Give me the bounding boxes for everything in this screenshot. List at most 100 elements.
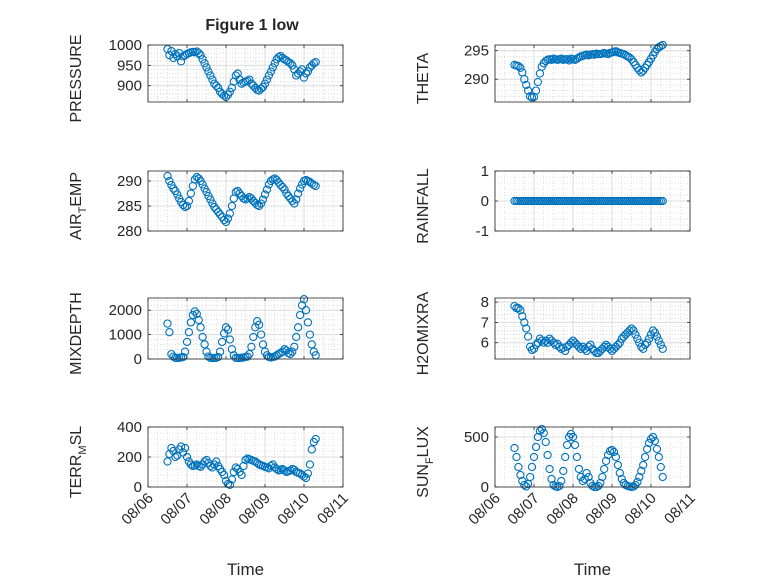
- mixdepth-data-point: [169, 352, 178, 361]
- sun-flux-ytick-label: 500: [464, 429, 489, 446]
- h2omixra-data-point: [629, 326, 638, 335]
- sun-flux-data-point: [531, 442, 541, 452]
- air-temp-data-point: [288, 196, 297, 206]
- air-temp-data-point: [254, 201, 264, 211]
- sun-flux-data-point: [541, 437, 550, 447]
- terr-msl-data-point: [307, 445, 316, 454]
- h2omixra-data-point: [576, 344, 585, 353]
- air-temp-data-point: [223, 214, 233, 223]
- sun-flux-xtick-label: 08/07: [504, 490, 543, 529]
- terr-msl-data-point: [219, 470, 229, 480]
- mixdepth-data-point: [214, 352, 223, 362]
- h2omixra-data-point: [648, 326, 658, 335]
- air-temp-data-point: [260, 190, 270, 199]
- air-temp-axes-box: [147, 170, 344, 232]
- subplot-mixdepth: 0 1000 2000 MIXDEPTH: [68, 292, 344, 375]
- mixdepth-data-point: [202, 347, 211, 356]
- air-temp-data-point: [258, 195, 268, 204]
- theta-data-point: [574, 53, 584, 62]
- sun-flux-data-point: [609, 447, 619, 457]
- pressure-data-point: [204, 67, 213, 76]
- terr-msl-ytick-label: 0: [134, 479, 142, 496]
- air-temp-data-point: [198, 180, 207, 189]
- terr-msl-ylabel: TERRMSL: [68, 426, 89, 498]
- air-temp-ytick-label: 290: [117, 173, 142, 190]
- h2omixra-data-point: [523, 332, 533, 341]
- mixdepth-data-point: [284, 348, 293, 358]
- sun-flux-data-point: [600, 464, 609, 474]
- sun-flux-data-point: [549, 480, 558, 490]
- theta-data-point: [522, 80, 531, 90]
- terr-msl-xtick-label: 08/07: [157, 490, 196, 529]
- theta-data-point: [533, 77, 543, 87]
- sun-flux-data-point: [613, 460, 623, 470]
- sun-flux-xlabel: Time: [574, 560, 611, 579]
- h2omixra-data-point: [640, 340, 650, 349]
- terr-msl-data-point: [186, 460, 196, 469]
- sun-flux-data-point: [539, 428, 548, 438]
- sun-flux-data-point: [617, 474, 626, 484]
- h2omixra-data-point: [566, 338, 576, 347]
- h2omixra-data-point: [516, 306, 525, 315]
- h2omixra-data-point: [561, 346, 570, 356]
- terr-msl-data-point: [182, 452, 192, 462]
- h2omixra-data-point: [586, 340, 595, 349]
- pressure-data-point: [202, 63, 211, 72]
- sun-flux-data-point: [633, 477, 642, 487]
- sun-flux-data-point: [639, 460, 648, 470]
- h2omixra-data-point: [613, 340, 623, 349]
- pressure-data-point: [262, 75, 272, 84]
- terr-msl-ytick-label: 400: [117, 419, 142, 436]
- air-temp-ytick-label: 280: [117, 223, 142, 240]
- terr-msl-xtick-label: 08/08: [196, 490, 235, 529]
- theta-axes-box: [494, 44, 691, 103]
- h2omixra-data-point: [580, 344, 589, 353]
- h2omixra-data-point: [574, 342, 584, 351]
- terr-msl-xlabel: Time: [227, 560, 264, 579]
- sun-flux-xtick-label: 08/09: [582, 490, 621, 529]
- sun-flux-data-point: [648, 432, 658, 442]
- terr-msl-data-point: [305, 460, 315, 469]
- pressure-data-point: [169, 53, 178, 63]
- air-temp-data-point: [206, 195, 215, 204]
- pressure-data-point: [198, 55, 207, 64]
- mixdepth-axes-box: [147, 297, 344, 360]
- sun-flux-data-point: [516, 470, 525, 480]
- sun-flux-data-point: [529, 452, 539, 462]
- theta-data-point: [516, 63, 525, 72]
- theta-series: [510, 40, 667, 102]
- pressure-ytick-label: 950: [117, 57, 142, 74]
- sun-flux-data-point: [656, 462, 665, 472]
- pressure-ylabel: PRESSURE: [68, 34, 85, 122]
- terr-msl-data-point: [171, 452, 180, 462]
- mixdepth-data-point: [286, 349, 295, 359]
- sun-flux-xtick-label: 08/08: [543, 490, 582, 529]
- pressure-data-point: [206, 71, 215, 80]
- theta-data-point: [562, 55, 572, 64]
- terr-msl-data-point: [176, 442, 186, 451]
- pressure-data-point: [264, 71, 274, 80]
- mixdepth-series: [163, 295, 320, 363]
- sun-flux-xtick-label: 08/10: [621, 490, 660, 529]
- mixdepth-data-point: [249, 332, 258, 342]
- air-temp-data-point: [256, 199, 266, 208]
- mixdepth-data-point: [256, 330, 266, 339]
- air-temp-data-point: [178, 200, 188, 210]
- sun-flux-data-point: [545, 464, 554, 474]
- pressure-data-point: [301, 69, 311, 78]
- terr-msl-data-point: [212, 457, 221, 466]
- sun-flux-data-point: [578, 476, 587, 486]
- terr-msl-data-point: [227, 475, 237, 484]
- sun-flux-data-point: [562, 440, 572, 450]
- mixdepth-ytick-label: 1000: [109, 327, 142, 344]
- sun-flux-data-point: [652, 444, 662, 454]
- terr-msl-data-point: [237, 470, 246, 480]
- air-temp-ylabel: AIRTEMP: [68, 172, 89, 240]
- subplot-pressure: 900 950 1000 PRESSURE: [68, 34, 344, 123]
- h2omixra-data-point: [584, 342, 593, 351]
- sun-flux-data-point: [525, 472, 535, 482]
- air-temp-data-point: [225, 209, 235, 218]
- sun-flux-data-point: [510, 443, 519, 453]
